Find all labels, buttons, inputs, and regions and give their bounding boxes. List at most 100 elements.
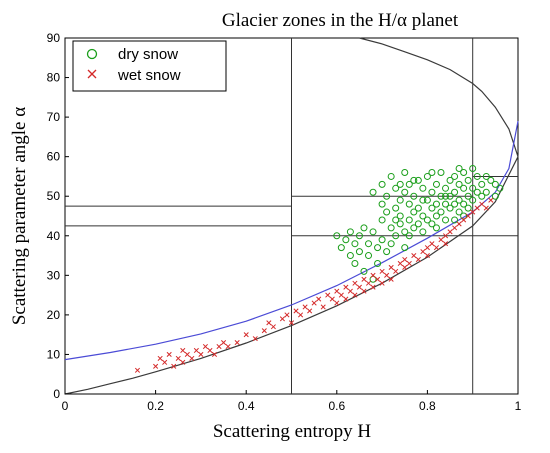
dry-snow-point <box>387 172 395 180</box>
dry-snow-point <box>369 228 377 236</box>
dry-snow-point <box>442 216 450 224</box>
wet-snow-point <box>379 280 385 286</box>
y-tick-label: 70 <box>47 110 61 124</box>
wet-snow-point <box>334 288 340 294</box>
dry-snow-point <box>419 196 427 204</box>
dry-snow-point <box>392 216 400 224</box>
dry-snow-point <box>455 180 463 188</box>
dry-snow-point <box>428 168 436 176</box>
wet-snow-point <box>452 225 458 231</box>
wet-snow-point <box>393 268 399 274</box>
boundary-curves <box>64 37 519 395</box>
dry-snow-point <box>414 176 422 184</box>
wet-snow-point <box>352 280 358 286</box>
wet-snow-point <box>166 351 172 357</box>
y-tick-label: 90 <box>47 31 61 45</box>
wet-snow-point <box>338 292 344 298</box>
dry-snow-point <box>469 165 477 173</box>
dry-snow-point <box>487 176 495 184</box>
dry-snow-point <box>460 168 468 176</box>
dry-snow-point <box>469 184 477 192</box>
legend-marker-dry-snow <box>86 48 98 60</box>
zone-lines <box>65 38 518 394</box>
wet-snow-point <box>356 284 363 290</box>
dry-snow-point <box>419 184 427 192</box>
dry-snow-point <box>442 184 450 192</box>
wet-snow-point <box>316 296 322 302</box>
dry-snow-point <box>455 196 463 204</box>
dry-snow-point <box>414 204 422 212</box>
dry-snow-point <box>360 267 368 275</box>
dry-snow-point <box>378 216 386 224</box>
y-axis-ticks: 0 10 20 30 40 50 60 70 80 90 <box>47 31 69 401</box>
dry-snow-point <box>401 244 409 252</box>
x-tick-label: 0.8 <box>419 399 436 413</box>
dry-snow-point <box>396 212 404 220</box>
dry-snow-point <box>464 204 472 212</box>
y-tick-label: 10 <box>47 347 61 361</box>
dry-snow-point <box>446 176 454 184</box>
dry-snow-point <box>410 192 418 200</box>
wet-snow-point <box>184 351 190 357</box>
chart-title: Glacier zones in the H/α planet <box>222 10 459 31</box>
dry-snow-point <box>432 212 440 220</box>
dry-snow-point <box>491 180 499 188</box>
dry-snow-point <box>451 200 459 208</box>
wet-snow-point <box>361 276 367 282</box>
dry-snow-point <box>451 172 459 180</box>
dry-snow-point <box>383 192 391 200</box>
dry-snow-point <box>460 200 468 208</box>
dry-snow-point <box>460 184 468 192</box>
y-tick-label: 80 <box>47 71 61 85</box>
wet-snow-point <box>134 367 141 373</box>
dry-snow-point <box>351 259 359 267</box>
x-axis-ticks: 0 0.2 0.4 0.6 0.8 1 <box>62 390 522 413</box>
dry-snow-point <box>378 180 386 188</box>
wet-snow-point <box>433 245 440 251</box>
wet-snow-point <box>157 355 163 361</box>
data-series <box>134 165 504 373</box>
wet-snow-point <box>429 241 435 247</box>
wet-snow-point <box>162 359 168 365</box>
wet-snow-point <box>402 256 408 263</box>
dry-snow-point <box>478 192 486 200</box>
wet-snow-point <box>424 253 430 259</box>
dry-snow-point <box>405 216 413 224</box>
dry-snow-point <box>451 188 459 196</box>
wet-snow-point <box>189 355 195 361</box>
wet-snow-point <box>288 320 295 326</box>
wet-snow-point <box>442 241 449 247</box>
wet-snow-point <box>375 276 381 282</box>
wet-snow-point <box>415 256 421 263</box>
dry-snow-point <box>378 236 386 244</box>
wet-snow-point <box>461 217 467 223</box>
dry-snow-point <box>442 192 450 200</box>
dry-snow-point <box>473 172 481 180</box>
x-tick-label: 0.2 <box>147 399 164 413</box>
wet-snow-point <box>325 292 331 298</box>
wet-snow-point <box>442 233 449 239</box>
dry-snow-point <box>369 275 377 283</box>
dry-snow-point <box>423 196 431 204</box>
wet-snow-point <box>234 340 240 346</box>
y-tick-label: 30 <box>47 268 61 282</box>
dry-snow-point <box>346 252 354 260</box>
model-curve-line <box>64 120 519 361</box>
dry-snow-point <box>469 196 477 204</box>
plot-area: 0 0.2 0.4 0.6 0.8 1 0 10 20 30 40 50 60 70 80 90 <box>47 31 522 413</box>
dry-snow-point <box>464 176 472 184</box>
wet-snow-point <box>284 312 290 318</box>
feasible-boundary-line <box>64 156 519 395</box>
y-axis-label: Scattering parameter angle α <box>9 107 30 325</box>
dry-snow-point <box>355 232 363 240</box>
wet-snow-point <box>343 296 349 302</box>
dry-snow-point <box>442 200 450 208</box>
wet-snow-point <box>153 363 159 369</box>
dry-snow-point <box>428 204 436 212</box>
wet-snow-point <box>384 272 390 278</box>
dry-snow-point <box>414 220 422 228</box>
dry-snow-point <box>401 228 409 236</box>
y-tick-label: 60 <box>47 150 61 164</box>
wet-snow-point <box>171 363 177 369</box>
